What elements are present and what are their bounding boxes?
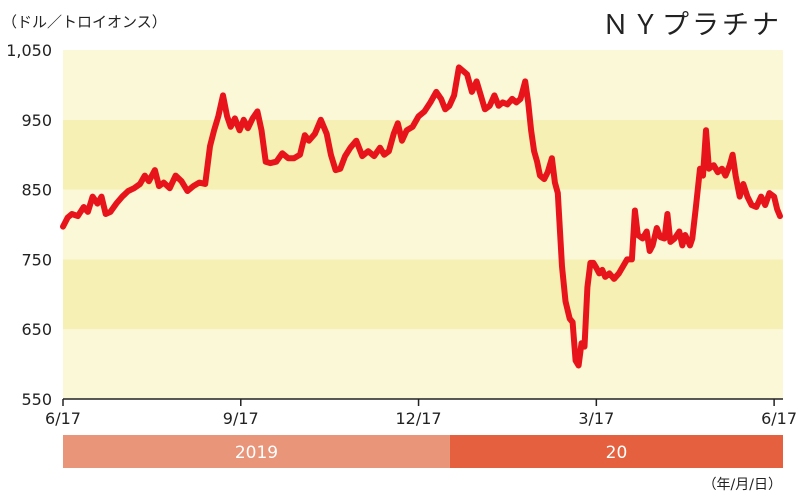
y-tick-label: 1,050 xyxy=(6,41,52,60)
plot-background-bands xyxy=(63,50,783,399)
x-tick-label: 9/17 xyxy=(223,409,259,428)
y-tick-label: 650 xyxy=(21,320,52,339)
y-tick-label: 950 xyxy=(21,111,52,130)
plot-band xyxy=(63,50,783,120)
year-band-label: 20 xyxy=(606,443,628,463)
x-tick-label: 6/17 xyxy=(761,409,797,428)
series-layer xyxy=(60,64,783,369)
year-band-label: 2019 xyxy=(235,443,278,463)
y-tick-label: 750 xyxy=(21,250,52,269)
y-tick-label: 850 xyxy=(21,181,52,200)
series-line xyxy=(60,64,783,369)
plot-band xyxy=(63,119,783,190)
x-tick-label: 12/17 xyxy=(396,409,442,428)
year-band xyxy=(63,435,450,468)
year-band xyxy=(449,435,783,468)
unit-label: （ドル／トロイオンス） xyxy=(2,13,167,31)
date-format-note: （年/月/日） xyxy=(703,477,782,493)
plot-band xyxy=(63,329,783,399)
year-bands: 2019 20 xyxy=(63,435,783,468)
x-tick-label: 6/17 xyxy=(45,409,81,428)
y-tick-label: 550 xyxy=(21,390,52,409)
y-axis-ticks: 550 650 750 850 950 1,050 xyxy=(6,41,52,409)
x-axis-ticks: 6/17 9/17 12/17 3/17 6/17 xyxy=(45,399,797,428)
plot-band xyxy=(63,189,783,260)
x-tick-label: 3/17 xyxy=(578,409,614,428)
plot-band xyxy=(63,259,783,330)
chart-title: ＮＹプラチナ xyxy=(602,10,782,41)
